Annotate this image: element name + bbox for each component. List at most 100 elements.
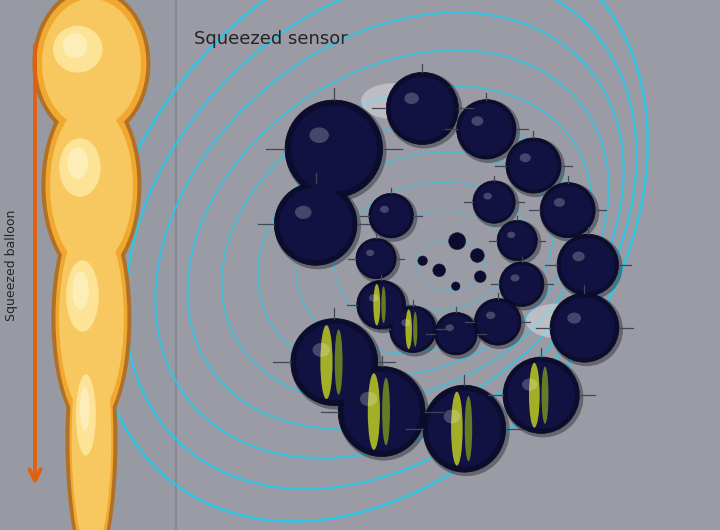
Ellipse shape [423, 385, 505, 472]
Ellipse shape [372, 196, 410, 235]
Ellipse shape [572, 251, 585, 261]
Ellipse shape [80, 387, 90, 430]
Ellipse shape [449, 233, 466, 250]
Ellipse shape [472, 116, 483, 126]
Ellipse shape [497, 220, 537, 261]
Ellipse shape [76, 374, 96, 455]
Ellipse shape [507, 232, 516, 238]
Ellipse shape [510, 275, 519, 281]
Ellipse shape [295, 206, 312, 219]
Ellipse shape [387, 73, 459, 145]
Ellipse shape [506, 138, 565, 197]
Ellipse shape [51, 204, 132, 432]
Ellipse shape [382, 378, 390, 445]
Ellipse shape [509, 142, 558, 190]
Ellipse shape [390, 306, 436, 352]
Ellipse shape [291, 319, 382, 410]
Ellipse shape [369, 193, 418, 242]
Ellipse shape [32, 0, 150, 139]
Ellipse shape [526, 304, 588, 338]
Ellipse shape [279, 188, 352, 260]
Ellipse shape [391, 77, 454, 140]
Ellipse shape [72, 328, 112, 530]
Ellipse shape [357, 280, 405, 329]
Ellipse shape [554, 297, 615, 358]
Ellipse shape [59, 219, 124, 417]
Ellipse shape [291, 106, 377, 192]
Ellipse shape [428, 391, 500, 467]
Ellipse shape [361, 83, 426, 119]
Bar [0, 0, 176, 530]
Ellipse shape [500, 262, 548, 311]
Ellipse shape [550, 293, 623, 366]
Ellipse shape [392, 309, 433, 350]
Ellipse shape [360, 392, 377, 406]
Ellipse shape [557, 234, 623, 300]
Ellipse shape [483, 193, 492, 199]
Ellipse shape [285, 100, 382, 198]
Text: Squeezed sensor: Squeezed sensor [194, 30, 348, 48]
Ellipse shape [366, 250, 374, 256]
Ellipse shape [456, 100, 520, 163]
Ellipse shape [474, 271, 486, 282]
Ellipse shape [500, 262, 544, 306]
Ellipse shape [66, 260, 99, 332]
Ellipse shape [285, 100, 387, 201]
Ellipse shape [73, 271, 89, 310]
Ellipse shape [464, 396, 472, 461]
Ellipse shape [561, 238, 615, 292]
Ellipse shape [45, 95, 138, 276]
Ellipse shape [474, 298, 521, 345]
Ellipse shape [437, 315, 474, 352]
Ellipse shape [444, 410, 460, 423]
Ellipse shape [401, 319, 410, 326]
Ellipse shape [296, 324, 372, 400]
Ellipse shape [320, 325, 333, 399]
Ellipse shape [356, 238, 400, 282]
Ellipse shape [435, 313, 477, 355]
Ellipse shape [42, 0, 141, 128]
Ellipse shape [522, 378, 537, 391]
Ellipse shape [460, 103, 513, 155]
Ellipse shape [451, 282, 460, 290]
Ellipse shape [473, 181, 516, 223]
Ellipse shape [435, 313, 481, 359]
Ellipse shape [475, 183, 513, 220]
Ellipse shape [451, 392, 463, 466]
Ellipse shape [274, 183, 361, 269]
Ellipse shape [529, 363, 540, 428]
Ellipse shape [274, 183, 357, 266]
Ellipse shape [554, 198, 565, 207]
Ellipse shape [59, 138, 101, 197]
Ellipse shape [390, 306, 440, 357]
Ellipse shape [66, 311, 117, 530]
Ellipse shape [374, 284, 380, 325]
Ellipse shape [55, 208, 127, 428]
Ellipse shape [456, 100, 516, 159]
Ellipse shape [63, 33, 87, 58]
Ellipse shape [368, 373, 380, 450]
Ellipse shape [567, 313, 581, 324]
Ellipse shape [540, 182, 599, 242]
Ellipse shape [359, 241, 394, 276]
Bar [176, 0, 720, 530]
Ellipse shape [500, 223, 535, 258]
Ellipse shape [405, 310, 412, 349]
Ellipse shape [53, 26, 102, 73]
Ellipse shape [405, 93, 419, 104]
Ellipse shape [520, 153, 531, 162]
Ellipse shape [477, 302, 518, 342]
Ellipse shape [433, 264, 446, 277]
Ellipse shape [356, 238, 396, 279]
Ellipse shape [312, 343, 330, 357]
Ellipse shape [446, 324, 454, 331]
Ellipse shape [343, 372, 420, 451]
Ellipse shape [387, 73, 462, 148]
Ellipse shape [413, 312, 418, 347]
Ellipse shape [506, 138, 561, 193]
Ellipse shape [508, 361, 575, 429]
Ellipse shape [67, 147, 88, 179]
Ellipse shape [369, 294, 379, 302]
Ellipse shape [503, 357, 580, 434]
Ellipse shape [42, 92, 141, 279]
